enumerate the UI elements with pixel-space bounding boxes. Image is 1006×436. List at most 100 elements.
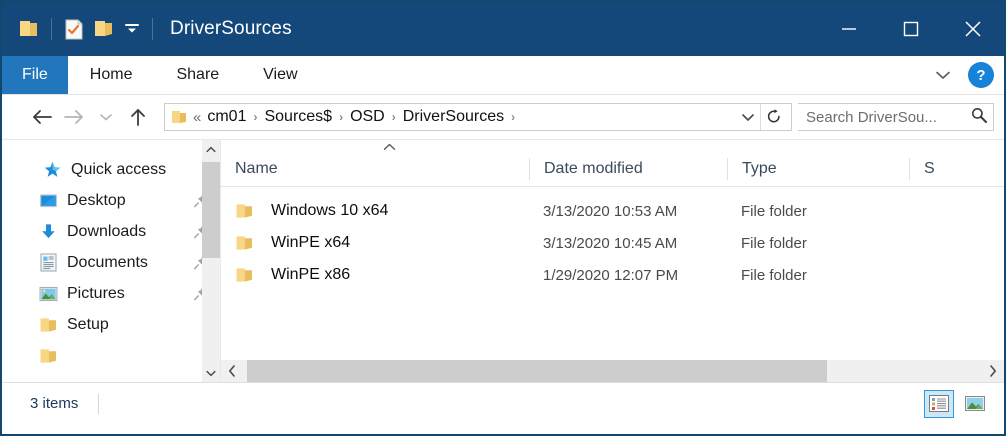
window-title: DriverSources (170, 18, 292, 39)
column-header-date-modified[interactable]: Date modified (529, 158, 727, 180)
search-input[interactable]: Search DriverSou... (798, 103, 994, 131)
file-list-pane: Name Date modified Type S Windows 10 x64… (220, 140, 1004, 382)
sidebar-item-label: Documents (67, 253, 148, 271)
scrollbar-track[interactable] (243, 360, 982, 382)
sort-ascending-icon (383, 143, 396, 154)
back-button[interactable] (26, 101, 58, 133)
chevron-down-icon[interactable] (119, 14, 145, 44)
breadcrumb-item-osd[interactable]: OSD (350, 108, 385, 125)
details-view-button[interactable] (924, 389, 954, 418)
table-row[interactable]: WinPE x86 1/29/2020 12:07 PM File folder (221, 259, 1004, 291)
file-type: File folder (741, 234, 807, 252)
horizontal-scrollbar[interactable] (221, 360, 1004, 382)
chevron-down-icon[interactable] (930, 62, 956, 88)
folder-icon (235, 267, 257, 283)
scroll-right-arrow-icon[interactable] (982, 360, 1004, 382)
download-icon (38, 222, 58, 242)
sidebar-item-downloads[interactable]: Downloads (2, 216, 220, 247)
minimize-button[interactable] (818, 2, 880, 56)
titlebar-divider (51, 18, 52, 40)
file-date-modified: 1/29/2020 12:07 PM (543, 266, 679, 284)
column-header-type[interactable]: Type (727, 158, 909, 180)
table-row[interactable]: Windows 10 x64 3/13/2020 10:53 AM File f… (221, 195, 1004, 227)
navigation-pane-scrollbar[interactable] (202, 140, 220, 382)
file-name: WinPE x86 (271, 266, 351, 283)
sidebar-item-label: Setup (67, 315, 109, 333)
folder-icon[interactable] (14, 14, 44, 44)
up-button[interactable] (122, 101, 154, 133)
table-row[interactable]: WinPE x64 3/13/2020 10:45 AM File folder (221, 227, 1004, 259)
file-type: File folder (741, 202, 807, 220)
sidebar-item-documents[interactable]: Documents (2, 247, 220, 278)
close-button[interactable] (942, 2, 1004, 56)
column-header-size[interactable]: S (909, 158, 949, 180)
refresh-icon[interactable] (760, 104, 787, 130)
breadcrumb: « cm01 › Sources$ › OSD › DriverSources … (193, 108, 736, 126)
breadcrumb-separator[interactable]: › (511, 110, 516, 124)
file-type: File folder (741, 266, 807, 284)
sidebar-item-quick-access[interactable]: Quick access (2, 154, 220, 185)
file-date-modified: 3/13/2020 10:45 AM (543, 234, 678, 252)
file-list: Windows 10 x64 3/13/2020 10:53 AM File f… (221, 187, 1004, 291)
tab-file[interactable]: File (2, 56, 68, 94)
sidebar-item-label: Quick access (71, 160, 167, 178)
folder-icon (171, 110, 187, 124)
folder-icon (235, 235, 257, 251)
folder-icon (38, 346, 58, 366)
view-mode-buttons (924, 389, 990, 418)
navigation-pane: Quick access Desktop (2, 140, 220, 382)
breadcrumb-separator[interactable]: › (339, 110, 344, 124)
tab-view[interactable]: View (263, 66, 298, 83)
breadcrumb-item-sources[interactable]: Sources$ (264, 108, 333, 125)
pictures-icon (38, 284, 58, 304)
search-placeholder: Search DriverSou... (806, 108, 937, 126)
maximize-button[interactable] (880, 2, 942, 56)
status-bar: 3 items (2, 382, 1004, 424)
file-name: WinPE x64 (271, 234, 351, 251)
scroll-down-arrow-icon[interactable] (202, 364, 220, 382)
file-name: Windows 10 x64 (271, 202, 389, 219)
chevron-down-icon[interactable] (736, 112, 760, 122)
item-count-label: 3 items (30, 395, 79, 412)
new-folder-icon[interactable] (89, 14, 119, 44)
ribbon-tab-bar: File Home Share View ? (2, 56, 1004, 95)
sidebar-item-pictures[interactable]: Pictures (2, 278, 220, 309)
sidebar-item-label: Pictures (67, 284, 125, 302)
forward-button[interactable] (58, 101, 90, 133)
sidebar-item-desktop[interactable]: Desktop (2, 185, 220, 216)
sidebar-item-partial[interactable] (2, 340, 220, 371)
star-icon (42, 160, 62, 180)
sidebar-item-label: Downloads (67, 222, 147, 240)
breadcrumb-item-cm01[interactable]: cm01 (207, 108, 247, 125)
scrollbar-thumb[interactable] (202, 162, 220, 258)
sidebar-item-label: Desktop (67, 191, 126, 209)
titlebar-divider-2 (152, 18, 153, 40)
folder-icon (38, 315, 58, 335)
breadcrumb-separator[interactable]: › (391, 110, 396, 124)
address-bar[interactable]: « cm01 › Sources$ › OSD › DriverSources … (164, 103, 792, 131)
scrollbar-thumb[interactable] (247, 360, 827, 382)
documents-icon (38, 253, 58, 273)
column-header-row: Name Date modified Type S (221, 152, 1004, 187)
breadcrumb-separator[interactable]: › (253, 110, 258, 124)
scroll-left-arrow-icon[interactable] (221, 360, 243, 382)
file-date-modified: 3/13/2020 10:53 AM (543, 202, 678, 220)
column-header-name[interactable]: Name (235, 160, 278, 177)
breadcrumb-item-driversources[interactable]: DriverSources (402, 108, 505, 125)
properties-icon[interactable] (59, 14, 89, 44)
tab-home[interactable]: Home (89, 66, 133, 83)
ribbon-right-controls: ? (930, 56, 994, 94)
sidebar-item-setup[interactable]: Setup (2, 309, 220, 340)
tab-share[interactable]: Share (176, 66, 220, 83)
recent-locations-icon[interactable] (90, 101, 122, 133)
large-icons-view-button[interactable] (960, 390, 990, 418)
breadcrumb-overflow[interactable]: « (193, 108, 202, 126)
search-icon[interactable] (971, 107, 987, 128)
help-button[interactable]: ? (968, 62, 994, 88)
folder-icon (235, 203, 257, 219)
window-controls (818, 2, 1004, 56)
desktop-icon (38, 191, 58, 211)
title-bar: DriverSources (2, 2, 1004, 56)
scroll-up-arrow-icon[interactable] (202, 140, 220, 158)
